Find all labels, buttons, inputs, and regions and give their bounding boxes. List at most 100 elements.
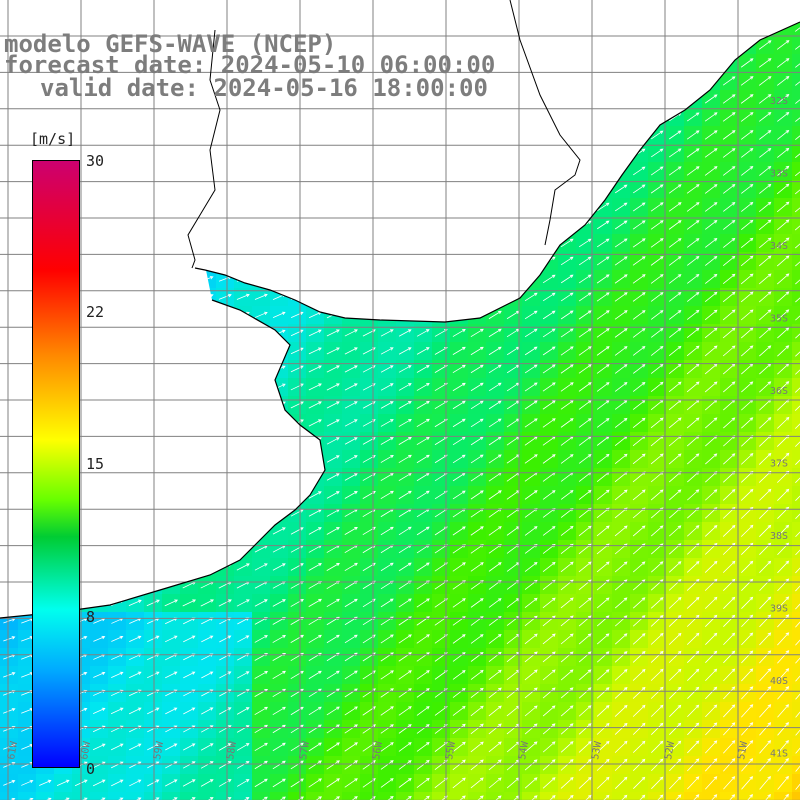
wind-arrow — [596, 525, 610, 537]
wind-arrow — [470, 741, 484, 753]
wind-arrow — [308, 347, 322, 355]
field-cell — [684, 792, 702, 800]
wind-arrow — [632, 346, 646, 356]
wind-arrow — [488, 562, 502, 572]
wind-arrow — [723, 704, 736, 718]
wind-arrow — [596, 740, 610, 753]
wind-arrow — [146, 635, 160, 643]
wind-arrow — [578, 561, 592, 573]
field-cell — [288, 792, 306, 800]
wind-arrow — [488, 687, 502, 699]
wind-arrow — [758, 201, 772, 212]
wind-arrow — [723, 632, 736, 646]
wind-arrow — [405, 795, 412, 800]
wind-arrow — [650, 561, 664, 573]
wind-arrow — [243, 797, 250, 800]
wind-arrow — [560, 364, 574, 374]
wind-arrow — [759, 381, 772, 393]
wind-arrow — [704, 94, 718, 104]
wind-arrow — [524, 723, 538, 735]
wind-arrow — [686, 112, 700, 122]
wind-arrow — [308, 383, 322, 391]
wind-arrow — [650, 292, 664, 302]
lon-label: 52W — [663, 740, 677, 761]
wind-arrow — [729, 794, 736, 800]
coastline — [194, 21, 800, 323]
wind-arrow — [128, 671, 142, 679]
wind-arrow — [542, 418, 556, 428]
wind-arrow — [3, 707, 16, 714]
wind-arrow — [290, 383, 304, 391]
wind-arrow — [470, 723, 484, 735]
wind-arrow — [687, 740, 700, 754]
wind-arrow — [741, 560, 754, 573]
wind-arrow — [747, 794, 753, 800]
wind-arrow — [686, 560, 700, 573]
wind-arrow — [3, 672, 16, 678]
wind-arrow — [290, 778, 304, 788]
wind-arrow — [596, 453, 610, 464]
wind-arrow — [777, 596, 790, 610]
wind-arrow — [416, 688, 430, 698]
lat-label: 37S — [770, 459, 788, 470]
wind-arrow — [200, 599, 214, 607]
wind-arrow — [452, 598, 466, 608]
wind-arrow — [398, 347, 412, 355]
lon-label: 56W — [371, 740, 385, 761]
wind-arrow — [308, 580, 322, 589]
wind-arrow — [741, 686, 754, 700]
wind-arrow — [308, 706, 322, 716]
wind-arrow — [93, 671, 106, 678]
wind-arrow — [740, 291, 754, 303]
wind-arrow — [542, 526, 556, 536]
wind-arrow — [344, 724, 358, 734]
wind-arrow — [795, 585, 800, 592]
field-cell — [666, 792, 684, 800]
wind-arrow — [380, 365, 394, 373]
wind-arrow — [722, 112, 736, 122]
wind-arrow — [758, 237, 772, 249]
wind-arrow — [687, 704, 700, 718]
wind-arrow — [326, 562, 340, 571]
field-cell — [792, 36, 800, 54]
wind-arrow — [704, 291, 718, 302]
wind-arrow — [668, 220, 682, 230]
wind-arrow — [759, 560, 772, 573]
wind-arrow — [723, 740, 736, 754]
wind-arrow — [218, 707, 232, 715]
wind-arrow — [28, 797, 34, 800]
wind-arrow — [308, 509, 322, 517]
wind-arrow — [795, 657, 800, 664]
wind-arrow — [759, 668, 772, 682]
wind-arrow — [147, 707, 160, 715]
wind-arrow — [776, 219, 790, 231]
wind-arrow — [758, 488, 772, 501]
wind-arrow — [560, 705, 574, 717]
wind-arrow — [398, 490, 412, 500]
wind-arrow — [470, 634, 484, 644]
wind-arrow — [614, 184, 628, 194]
wind-arrow — [776, 273, 790, 285]
wind-arrow — [398, 454, 412, 464]
wind-arrow — [452, 562, 466, 572]
lon-label: 61W — [6, 740, 20, 761]
wind-arrow — [686, 381, 700, 393]
wind-arrow — [722, 524, 736, 537]
wind-arrow — [614, 489, 628, 501]
wind-arrow — [741, 722, 754, 736]
wind-arrow — [344, 473, 358, 481]
wind-arrow — [524, 292, 538, 302]
wind-arrow — [686, 202, 700, 212]
wind-arrow — [3, 743, 16, 750]
wind-arrow — [704, 614, 718, 627]
wind-arrow — [542, 597, 556, 609]
wind-arrow — [794, 243, 800, 249]
wind-arrow — [470, 328, 484, 338]
wind-arrow — [290, 760, 304, 770]
wind-arrow — [650, 256, 664, 266]
wind-arrow — [290, 347, 304, 355]
wind-arrow — [398, 724, 412, 734]
wind-arrow — [585, 794, 592, 800]
field-cell — [792, 54, 800, 72]
wind-arrow — [542, 723, 556, 735]
